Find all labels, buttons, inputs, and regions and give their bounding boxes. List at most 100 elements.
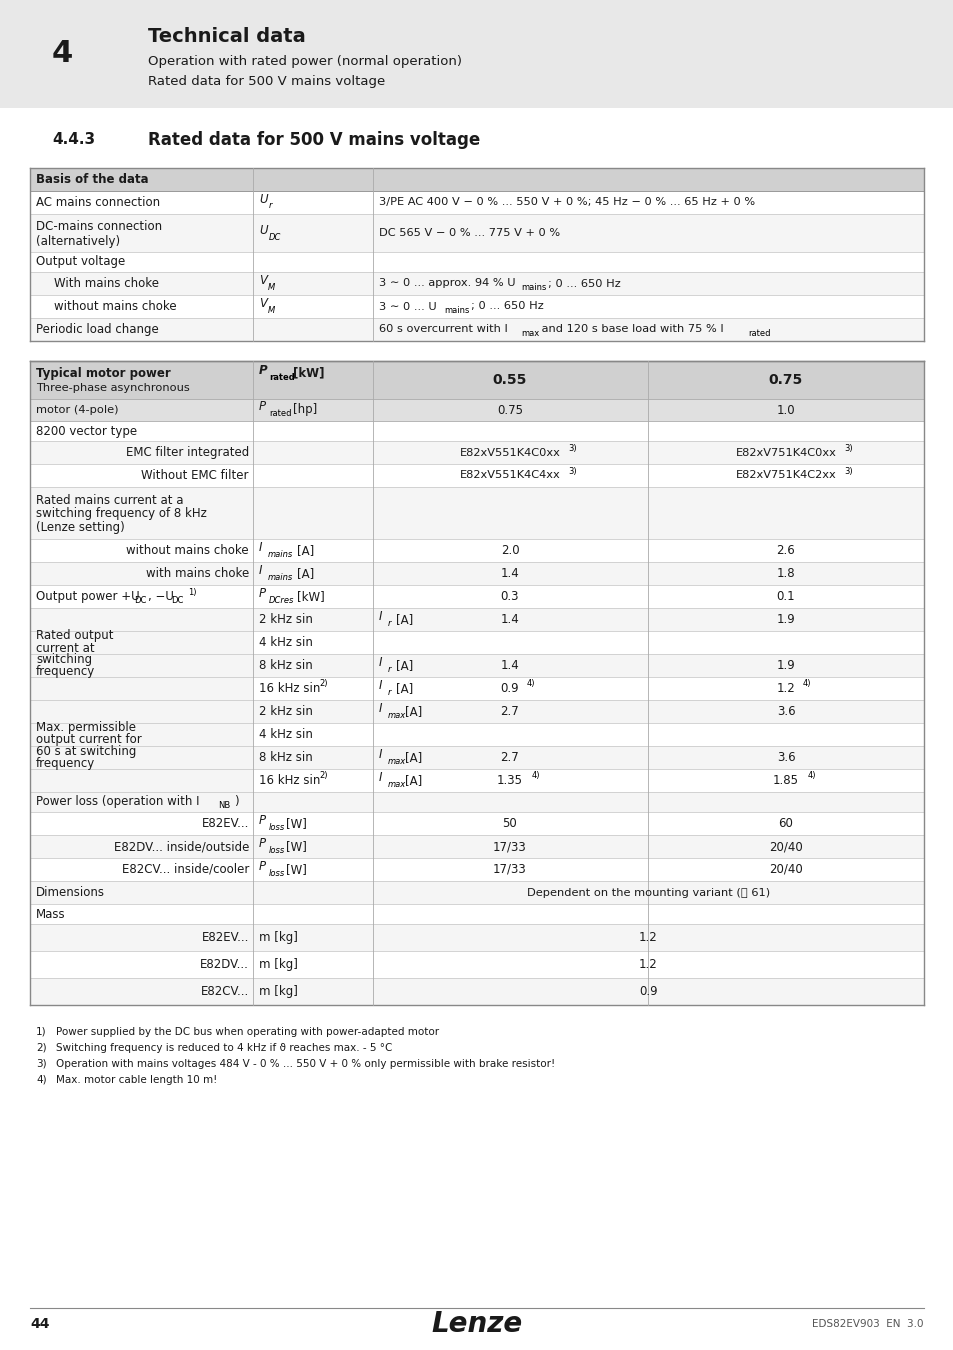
Text: 1.85: 1.85 xyxy=(772,774,799,787)
Text: 2.6: 2.6 xyxy=(776,544,795,558)
Text: Power supplied by the DC bus when operating with power-adapted motor: Power supplied by the DC bus when operat… xyxy=(56,1027,438,1037)
Text: r: r xyxy=(269,201,273,211)
Text: , −U: , −U xyxy=(148,590,173,603)
Text: 1.4: 1.4 xyxy=(500,613,518,626)
Text: 1.9: 1.9 xyxy=(776,613,795,626)
Bar xyxy=(30,859,923,882)
Text: I: I xyxy=(258,541,262,554)
Text: [W]: [W] xyxy=(286,817,307,830)
Text: 16 kHz sin: 16 kHz sin xyxy=(258,682,320,695)
Text: [A]: [A] xyxy=(405,705,422,718)
Text: 1.8: 1.8 xyxy=(776,567,795,580)
Text: 16 kHz sin: 16 kHz sin xyxy=(258,774,320,787)
Text: EDS82EV903  EN  3.0: EDS82EV903 EN 3.0 xyxy=(812,1319,923,1328)
Text: 3.6: 3.6 xyxy=(776,751,795,764)
Text: P: P xyxy=(258,401,266,413)
Text: I: I xyxy=(378,771,382,784)
Text: 4): 4) xyxy=(532,771,540,780)
Text: 4): 4) xyxy=(36,1075,47,1085)
Bar xyxy=(30,904,923,923)
Text: AC mains connection: AC mains connection xyxy=(36,196,160,209)
Text: E82xV751K4C0xx: E82xV751K4C0xx xyxy=(735,447,836,458)
Text: E82DV...: E82DV... xyxy=(200,958,249,971)
Bar xyxy=(30,319,923,342)
Text: 17/33: 17/33 xyxy=(493,863,526,876)
Text: 2.0: 2.0 xyxy=(500,544,518,558)
Text: 60 s overcurrent with I: 60 s overcurrent with I xyxy=(378,324,507,335)
Bar xyxy=(30,539,923,562)
Text: 0.3: 0.3 xyxy=(500,590,518,603)
Text: mains: mains xyxy=(268,549,293,559)
Text: E82DV... inside/outside: E82DV... inside/outside xyxy=(113,840,249,853)
Text: E82EV...: E82EV... xyxy=(201,931,249,944)
Text: DC 565 V − 0 % ... 775 V + 0 %: DC 565 V − 0 % ... 775 V + 0 % xyxy=(378,228,559,238)
Text: P: P xyxy=(258,860,266,873)
Bar xyxy=(30,608,253,701)
Text: Output voltage: Output voltage xyxy=(36,255,125,269)
Text: Technical data: Technical data xyxy=(148,27,305,46)
Text: 20/40: 20/40 xyxy=(768,840,802,853)
Text: max: max xyxy=(388,757,406,765)
Text: M: M xyxy=(268,306,275,315)
Text: I: I xyxy=(378,610,382,622)
Text: Basis of the data: Basis of the data xyxy=(36,173,149,186)
Text: 3 ∼ 0 ... U: 3 ∼ 0 ... U xyxy=(378,301,436,312)
Bar xyxy=(30,701,253,792)
Text: Three-phase asynchronous: Three-phase asynchronous xyxy=(36,383,190,393)
Text: m [kg]: m [kg] xyxy=(258,931,297,944)
Bar xyxy=(0,0,953,108)
Text: Rated output: Rated output xyxy=(36,629,113,643)
Text: Max. permissible: Max. permissible xyxy=(36,721,136,734)
Bar xyxy=(30,441,923,464)
Text: 1): 1) xyxy=(188,589,196,597)
Text: 1.2: 1.2 xyxy=(776,682,795,695)
Text: 2 kHz sin: 2 kHz sin xyxy=(258,705,313,718)
Bar xyxy=(30,487,923,539)
Text: [A]: [A] xyxy=(395,659,413,672)
Text: [A]: [A] xyxy=(296,567,314,580)
Text: 2): 2) xyxy=(318,679,327,688)
Text: switching: switching xyxy=(36,653,92,667)
Bar xyxy=(30,400,923,421)
Bar xyxy=(30,950,923,977)
Text: 17/33: 17/33 xyxy=(493,840,526,853)
Bar xyxy=(253,747,923,769)
Text: 0.1: 0.1 xyxy=(776,590,795,603)
Bar xyxy=(253,653,923,676)
Text: switching frequency of 8 kHz: switching frequency of 8 kHz xyxy=(36,508,207,521)
Text: rated: rated xyxy=(269,374,294,382)
Text: (Lenze setting): (Lenze setting) xyxy=(36,521,125,535)
Text: 4 kHz sin: 4 kHz sin xyxy=(258,636,313,649)
Text: Lenze: Lenze xyxy=(431,1310,522,1338)
Bar xyxy=(30,977,923,1004)
Text: DC: DC xyxy=(269,232,281,242)
Text: I: I xyxy=(378,656,382,670)
Text: 8 kHz sin: 8 kHz sin xyxy=(258,751,313,764)
Text: Operation with rated power (normal operation): Operation with rated power (normal opera… xyxy=(148,55,461,69)
Text: 4): 4) xyxy=(802,679,811,688)
Text: 3 ∼ 0 ... approx. 94 % U: 3 ∼ 0 ... approx. 94 % U xyxy=(378,278,515,289)
Text: m [kg]: m [kg] xyxy=(258,986,297,998)
Text: (alternatively): (alternatively) xyxy=(36,235,120,247)
Text: max: max xyxy=(520,329,538,338)
Text: DCres: DCres xyxy=(269,595,294,605)
Bar xyxy=(253,630,923,653)
Text: E82xV751K4C2xx: E82xV751K4C2xx xyxy=(735,471,836,481)
Text: 0.75: 0.75 xyxy=(497,404,522,417)
Bar xyxy=(253,701,923,724)
Bar xyxy=(30,792,923,811)
Text: Rated mains current at a: Rated mains current at a xyxy=(36,494,183,506)
Text: Max. motor cable length 10 m!: Max. motor cable length 10 m! xyxy=(56,1075,217,1085)
Text: Output power +U: Output power +U xyxy=(36,590,139,603)
Text: 3/PE AC 400 V − 0 % ... 550 V + 0 %; 45 Hz − 0 % ... 65 Hz + 0 %: 3/PE AC 400 V − 0 % ... 550 V + 0 %; 45 … xyxy=(378,197,755,208)
Text: Dependent on the mounting variant (⎓ 61): Dependent on the mounting variant (⎓ 61) xyxy=(526,887,769,898)
Text: [A]: [A] xyxy=(395,682,413,695)
Text: 3): 3) xyxy=(843,444,852,454)
Text: 0.9: 0.9 xyxy=(500,682,518,695)
Text: 3.6: 3.6 xyxy=(776,705,795,718)
Text: 1.35: 1.35 xyxy=(497,774,522,787)
Bar xyxy=(30,190,923,215)
Text: 2): 2) xyxy=(36,1044,47,1053)
Text: 1.2: 1.2 xyxy=(639,931,658,944)
Bar xyxy=(30,882,923,905)
